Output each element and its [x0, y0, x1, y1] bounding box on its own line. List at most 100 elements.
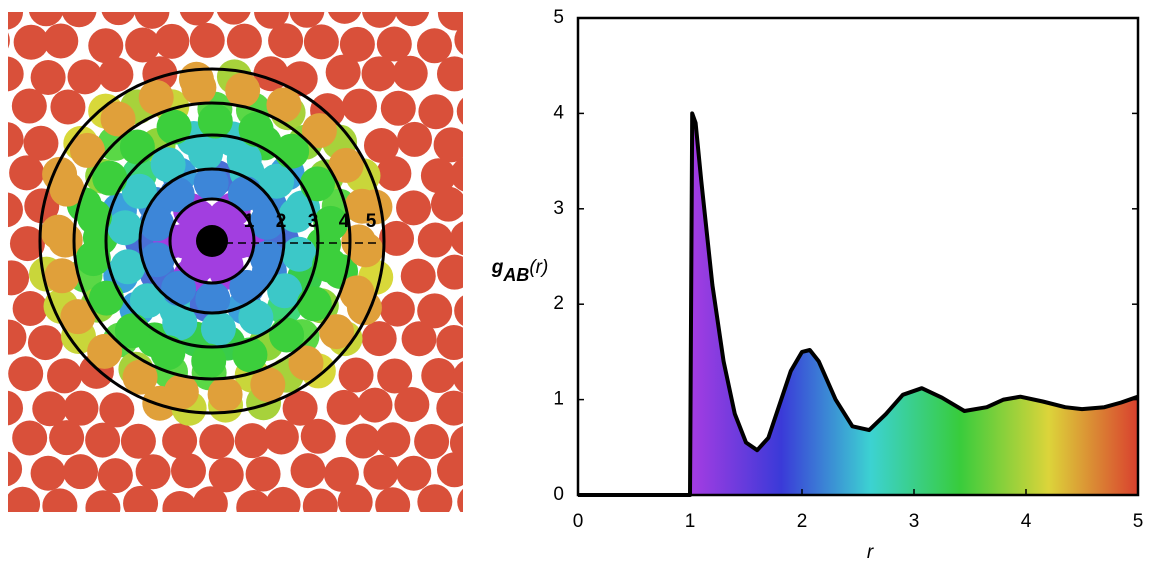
particle [495, 156, 530, 191]
particle [400, 258, 436, 294]
particle [63, 454, 99, 490]
particle [92, 160, 128, 196]
shell-label: 5 [366, 211, 377, 232]
particle [379, 220, 415, 256]
particle [416, 28, 452, 64]
particle [110, 249, 146, 285]
particle [469, 125, 504, 160]
x-tick-label: 3 [909, 511, 920, 532]
particle [47, 358, 83, 394]
y-tick-label: 2 [553, 293, 564, 314]
particle [138, 79, 174, 115]
particle [197, 103, 233, 139]
particle [200, 311, 236, 347]
shell-ring [104, 133, 320, 349]
particle [375, 422, 411, 458]
particle [486, 352, 521, 387]
particle [188, 135, 224, 171]
particle [302, 488, 338, 512]
particle [238, 299, 274, 335]
particle [101, 12, 136, 26]
particle [313, 205, 349, 241]
particle [27, 325, 63, 361]
particle [238, 111, 274, 147]
particle [0, 154, 7, 189]
particle [216, 12, 251, 25]
particle [40, 214, 76, 250]
particle [135, 454, 171, 490]
particle [376, 156, 412, 192]
particle [85, 422, 121, 458]
particle [454, 24, 463, 55]
particle [114, 313, 150, 349]
particle [505, 194, 540, 229]
x-axis-label: r [867, 542, 874, 563]
particle [328, 147, 364, 183]
particle [8, 12, 24, 30]
particle [49, 420, 85, 456]
particle [437, 254, 463, 290]
particle [120, 423, 156, 459]
particle [325, 54, 361, 90]
particle [436, 325, 463, 361]
particle [199, 424, 235, 460]
particle [392, 55, 428, 91]
particle [296, 286, 332, 322]
particle [450, 221, 463, 256]
particle [375, 487, 411, 512]
particle [341, 88, 377, 124]
particle [345, 423, 381, 459]
particle [12, 290, 48, 326]
particle [265, 486, 301, 512]
shell-label: 2 [276, 211, 287, 232]
particle [75, 241, 111, 277]
particle [87, 333, 123, 369]
particle [0, 89, 3, 124]
particle [229, 269, 265, 305]
particle [268, 23, 304, 59]
particle [232, 337, 268, 373]
shell-ring [72, 101, 352, 381]
particle [361, 321, 397, 357]
particle [150, 335, 186, 371]
particle [282, 390, 318, 426]
particle [162, 305, 198, 341]
particle [339, 275, 375, 311]
particle [491, 286, 526, 321]
particle [11, 88, 47, 124]
particle [418, 94, 454, 130]
particle [401, 321, 437, 357]
particle [278, 197, 314, 233]
y-tick-label: 5 [553, 7, 564, 28]
x-tick-label: 4 [1021, 511, 1032, 532]
particle [226, 23, 262, 59]
particle [452, 361, 463, 393]
particle [420, 158, 456, 194]
particle [9, 226, 45, 262]
particle [269, 317, 305, 353]
particle [8, 486, 41, 512]
particle [267, 273, 303, 309]
particle [250, 367, 286, 403]
particle [134, 12, 170, 29]
particle [181, 70, 217, 106]
x-tick-label: 1 [685, 511, 696, 532]
particle [234, 423, 270, 459]
particle [189, 22, 225, 58]
particle [380, 90, 416, 126]
particle [339, 26, 375, 62]
particle [436, 452, 463, 488]
particle [472, 55, 507, 90]
particle [69, 132, 105, 168]
particle [417, 222, 453, 258]
particle [436, 390, 463, 426]
particle [67, 59, 103, 95]
particle [348, 232, 384, 268]
particle [32, 391, 68, 427]
particle [8, 122, 24, 157]
particle [454, 295, 463, 326]
particle [100, 101, 136, 137]
particle [8, 390, 24, 426]
particle [476, 389, 511, 424]
